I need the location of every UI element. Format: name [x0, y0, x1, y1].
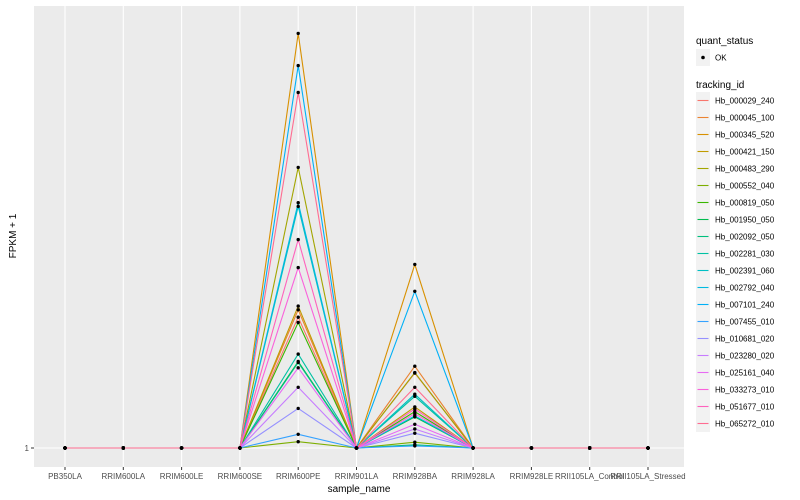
legend-color-title: tracking_id: [696, 80, 744, 91]
legend-color-label: Hb_000483_290: [715, 165, 775, 174]
x-tick-label: RRIM901LA: [335, 472, 379, 481]
x-tick-label: RRIM928BA: [393, 472, 438, 481]
legend-color-label: Hb_002391_060: [715, 267, 775, 276]
data-point-Hb_023280_020: [413, 427, 417, 431]
data-point-Hb_000029_240: [296, 315, 300, 319]
x-tick-label: RRII105LA_Control: [555, 472, 625, 481]
data-point-Hb_023280_020: [296, 385, 300, 389]
data-point-Hb_000552_040: [413, 440, 417, 444]
data-point-Hb_065272_010: [296, 90, 300, 95]
legend-color-label: Hb_007101_240: [715, 301, 775, 310]
legend-color-label: Hb_002092_050: [715, 233, 775, 242]
data-point-Hb_025161_040: [413, 422, 417, 426]
data-point-Hb_065272_010: [63, 446, 67, 450]
data-point-Hb_002391_060: [413, 392, 417, 396]
data-point-Hb_065272_010: [121, 446, 126, 450]
data-point-Hb_010681_020: [296, 406, 300, 411]
data-point-Hb_025161_040: [296, 366, 300, 370]
legend-shape-title: quant_status: [696, 36, 753, 47]
data-point-Hb_000045_100: [296, 308, 300, 312]
data-point-Hb_065272_010: [471, 446, 475, 450]
x-tick-label: RRIM928LE: [510, 472, 554, 481]
data-points: [63, 31, 650, 450]
data-point-Hb_000483_290: [413, 370, 417, 375]
legend-color-label: Hb_010681_020: [715, 335, 775, 344]
data-point-Hb_007101_240: [296, 63, 300, 68]
data-point-Hb_065272_010: [529, 446, 534, 450]
data-point-Hb_002391_060: [296, 204, 300, 209]
legend-color-label: Hb_000421_150: [715, 148, 775, 157]
x-tick-label: PB350LA: [48, 472, 82, 481]
legend-color-label: Hb_023280_020: [715, 352, 775, 361]
data-point-Hb_065272_010: [354, 446, 359, 450]
data-point-Hb_007101_240: [413, 289, 417, 293]
data-point-Hb_051677_010: [413, 407, 417, 411]
legend-color-label: Hb_000819_050: [715, 199, 775, 208]
data-point-Hb_033273_010: [413, 412, 417, 416]
legend-color-label: Hb_025161_040: [715, 369, 775, 378]
data-point-Hb_000045_100: [413, 364, 417, 368]
legend-color-label: Hb_002792_040: [715, 284, 775, 293]
data-point-Hb_000819_050: [296, 320, 300, 325]
legend-color-label: Hb_000029_240: [715, 97, 775, 106]
x-axis-title: sample_name: [328, 484, 391, 495]
legend-shape-symbol: [701, 55, 705, 60]
data-point-Hb_002092_050: [296, 360, 300, 365]
data-point-Hb_065272_010: [238, 446, 242, 450]
x-tick-label: RRIM600LE: [160, 472, 204, 481]
data-point-Hb_002792_040: [296, 201, 300, 205]
x-tick-label: RRIM600PE: [276, 472, 320, 481]
data-point-Hb_007455_010: [413, 444, 417, 448]
x-tick-label: RRIM928LA: [451, 472, 495, 481]
data-point-Hb_000345_520: [296, 31, 300, 36]
data-point-Hb_000483_290: [296, 165, 300, 170]
y-tick-label: 1: [25, 444, 30, 453]
legend-color-label: Hb_065272_010: [715, 420, 775, 429]
legend-color-label: Hb_033273_010: [715, 386, 775, 395]
data-point-Hb_065272_010: [646, 446, 650, 450]
data-point-Hb_033273_010: [296, 265, 300, 270]
legend-color-label: Hb_000552_040: [715, 182, 775, 191]
panel-background: [34, 6, 684, 467]
data-point-Hb_000421_150: [296, 304, 300, 308]
data-point-Hb_010681_020: [413, 431, 417, 435]
data-point-Hb_065272_010: [413, 385, 417, 389]
legend-color-label: Hb_000045_100: [715, 114, 775, 123]
data-point-Hb_051677_010: [296, 237, 300, 242]
data-point-Hb_065272_010: [588, 446, 592, 450]
legend-color-label: Hb_001950_050: [715, 216, 775, 225]
data-point-Hb_007455_010: [296, 432, 300, 436]
legend-shape-label: OK: [715, 54, 727, 63]
x-tick-label: RRIM600SE: [218, 472, 262, 481]
legend-color-label: Hb_002281_030: [715, 250, 775, 259]
data-point-Hb_000345_520: [413, 262, 417, 267]
legend: quant_status tracking_id OK Hb_000029_240…: [696, 36, 775, 432]
x-tick-label: RRIM600LA: [102, 472, 146, 481]
legend-color-label: Hb_000345_520: [715, 131, 775, 140]
x-tick-label: RRII105LA_Stressed: [610, 472, 685, 481]
legend-color-label: Hb_051677_010: [715, 403, 775, 412]
data-point-Hb_002281_030: [296, 352, 300, 356]
data-point-Hb_065272_010: [179, 446, 184, 450]
gridlines: [34, 6, 684, 467]
axes: PB350LA RRIM600LA RRIM600LE RRIM600SE RRIM60…: [25, 444, 686, 481]
y-axis-title: FPKM + 1: [8, 213, 19, 258]
data-point-Hb_000552_040: [296, 440, 300, 444]
legend-color-label: Hb_007455_010: [715, 318, 775, 327]
plot-panel: [34, 6, 684, 467]
